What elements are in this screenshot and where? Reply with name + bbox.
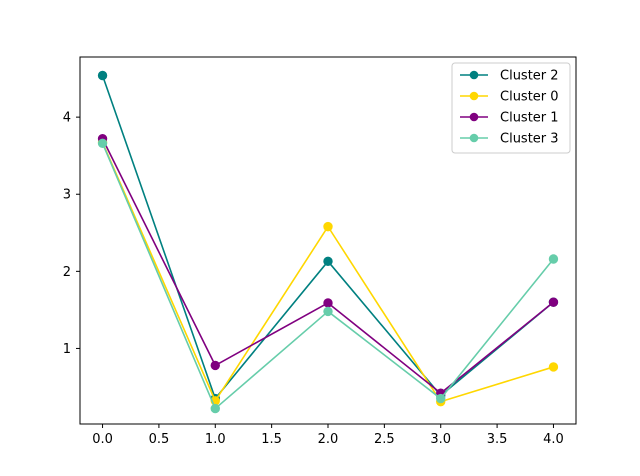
y-tick-label: 2 <box>63 265 71 280</box>
legend-swatch-marker <box>469 112 479 122</box>
legend-label: Cluster 1 <box>500 111 559 126</box>
legend-swatch-marker <box>469 133 479 143</box>
x-tick-label: 0.5 <box>149 432 170 447</box>
legend-item: Cluster 0 <box>460 90 559 105</box>
y-tick-label: 1 <box>63 342 71 357</box>
x-axis: 0.0 0.5 1.0 1.5 2.0 2.5 3.0 3.5 4.0 <box>92 424 564 447</box>
data-point <box>548 297 559 307</box>
data-point <box>323 298 333 308</box>
data-point <box>548 362 559 372</box>
data-point <box>97 138 108 149</box>
x-tick-label: 2.0 <box>318 432 339 447</box>
legend-swatch-marker <box>469 91 479 101</box>
series-cluster-0 <box>97 137 559 407</box>
x-tick-label: 1.0 <box>205 432 226 447</box>
x-tick-label: 2.5 <box>374 432 395 447</box>
data-point <box>323 256 333 267</box>
legend-label: Cluster 3 <box>500 132 559 147</box>
legend-swatch-marker <box>469 70 479 80</box>
data-point <box>210 360 220 371</box>
x-tick-label: 3.0 <box>430 432 451 447</box>
legend-label: Cluster 0 <box>500 90 559 105</box>
legend-item: Cluster 1 <box>460 111 559 126</box>
legend-box <box>451 62 571 154</box>
x-tick-label: 3.5 <box>487 432 508 447</box>
legend: Cluster 2 Cluster 0 Cluster 1 Cluster 3 <box>451 62 571 154</box>
x-tick-label: 0.0 <box>92 432 113 447</box>
data-point <box>436 393 446 404</box>
x-tick-label: 4.0 <box>543 432 564 447</box>
series-layer <box>97 70 559 414</box>
data-point <box>548 254 559 264</box>
y-tick-label: 3 <box>63 188 71 203</box>
y-tick-label: 4 <box>63 111 71 126</box>
data-point <box>97 70 108 81</box>
data-point <box>323 221 333 232</box>
legend-item: Cluster 3 <box>460 132 559 147</box>
data-point <box>210 403 220 414</box>
series-cluster-3 <box>97 138 559 414</box>
y-axis: 1 2 3 4 <box>63 111 80 357</box>
data-point <box>323 306 333 317</box>
legend-item: Cluster 2 <box>460 69 559 84</box>
x-tick-label: 1.5 <box>261 432 282 447</box>
legend-label: Cluster 2 <box>500 69 559 84</box>
